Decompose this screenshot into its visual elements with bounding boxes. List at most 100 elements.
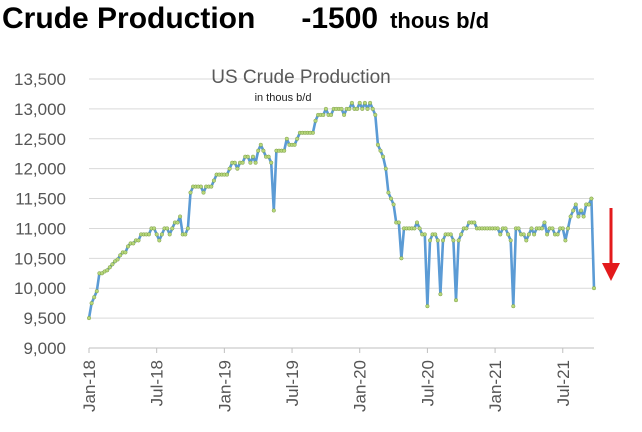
data-point: [448, 232, 453, 237]
y-axis: 9,000 9,500 10,000 10,500 11,000 11,500 12,000…: [14, 70, 66, 358]
data-point: [211, 178, 216, 183]
data-point: [560, 226, 565, 231]
data-point: [89, 301, 94, 306]
data-point: [175, 220, 180, 225]
y-tick-label: 12,500: [14, 130, 66, 149]
data-point: [110, 262, 115, 267]
data-point: [94, 289, 99, 294]
data-point: [511, 304, 516, 309]
data-point: [125, 244, 130, 249]
data-point: [347, 106, 352, 111]
data-point: [136, 238, 141, 243]
data-point: [282, 148, 287, 153]
data-point: [266, 154, 271, 159]
data-point: [433, 232, 438, 237]
y-tick-label: 13,500: [14, 70, 66, 89]
data-point: [209, 184, 214, 189]
data-point: [250, 154, 255, 159]
data-point: [86, 316, 91, 321]
data-point: [566, 226, 571, 231]
data-point: [391, 202, 396, 207]
down-arrow-icon: [602, 208, 620, 281]
data-point: [399, 256, 404, 261]
data-point: [373, 112, 378, 117]
data-point: [362, 100, 367, 105]
data-point: [269, 160, 274, 165]
data-point: [542, 220, 547, 225]
y-tick-label: 9,500: [23, 309, 66, 328]
data-point: [459, 232, 464, 237]
data-point: [506, 232, 511, 237]
chart-subtitle: in thous b/d: [255, 92, 312, 104]
data-point: [178, 214, 183, 219]
data-point: [310, 130, 315, 135]
x-tick-label: Jul-19: [283, 360, 302, 406]
data-point: [571, 208, 576, 213]
headline-title: Crude Production: [2, 2, 256, 35]
data-point: [245, 154, 250, 159]
data-point: [573, 202, 578, 207]
data-point: [521, 232, 526, 237]
data-point: [188, 190, 193, 195]
data-point: [396, 220, 401, 225]
data-point: [258, 142, 263, 147]
data-point: [253, 160, 258, 165]
data-point: [295, 136, 300, 141]
data-point: [464, 226, 469, 231]
data-point: [576, 214, 581, 219]
y-tick-label: 11,000: [15, 219, 66, 238]
data-point: [415, 220, 420, 225]
data-point: [339, 106, 344, 111]
data-point: [261, 148, 266, 153]
data-point: [185, 226, 190, 231]
data-point: [240, 160, 245, 165]
data-point: [355, 106, 360, 111]
x-tick-label: Jul-20: [418, 360, 437, 406]
data-point: [227, 166, 232, 171]
data-point: [417, 226, 422, 231]
data-point: [532, 232, 537, 237]
data-point: [524, 238, 529, 243]
data-point: [383, 166, 388, 171]
grid-lines: [89, 78, 594, 349]
data-point: [422, 232, 427, 237]
data-point: [386, 190, 391, 195]
data-point: [357, 100, 362, 105]
data-point: [159, 232, 164, 237]
chart-title: US Crude Production: [211, 67, 391, 88]
data-point: [167, 232, 172, 237]
data-point: [472, 220, 477, 225]
data-point: [365, 106, 370, 111]
headline: Crude Production -1500 thous b/d: [2, 2, 489, 42]
data-point: [152, 226, 157, 231]
data-point: [360, 106, 365, 111]
y-tick-label: 11,500: [15, 190, 66, 209]
data-point: [412, 226, 417, 231]
data-point: [589, 196, 594, 201]
data-point: [154, 232, 159, 237]
x-axis: Jan-18 Jul-18 Jan-19 Jul-19 Jan-20 Jul-20 Jan-…: [80, 347, 594, 412]
data-point: [157, 238, 162, 243]
data-point: [550, 226, 555, 231]
y-tick-label: 9,000: [23, 339, 66, 358]
data-point: [516, 226, 521, 231]
data-point: [435, 238, 440, 243]
data-point: [131, 241, 136, 246]
data-point: [389, 196, 394, 201]
data-point: [503, 226, 508, 231]
data-point: [381, 154, 386, 159]
data-point: [92, 295, 97, 300]
data-point: [146, 232, 151, 237]
data-point: [271, 208, 276, 213]
data-point: [370, 106, 375, 111]
headline-change-value: -1500: [301, 2, 379, 35]
data-point: [508, 238, 513, 243]
data-point: [526, 232, 531, 237]
data-point: [555, 232, 560, 237]
data-point: [183, 232, 188, 237]
data-point: [232, 160, 237, 165]
series-line: [87, 101, 596, 319]
data-point: [118, 253, 123, 258]
data-point: [438, 292, 443, 297]
y-tick-label: 12,000: [14, 160, 66, 179]
